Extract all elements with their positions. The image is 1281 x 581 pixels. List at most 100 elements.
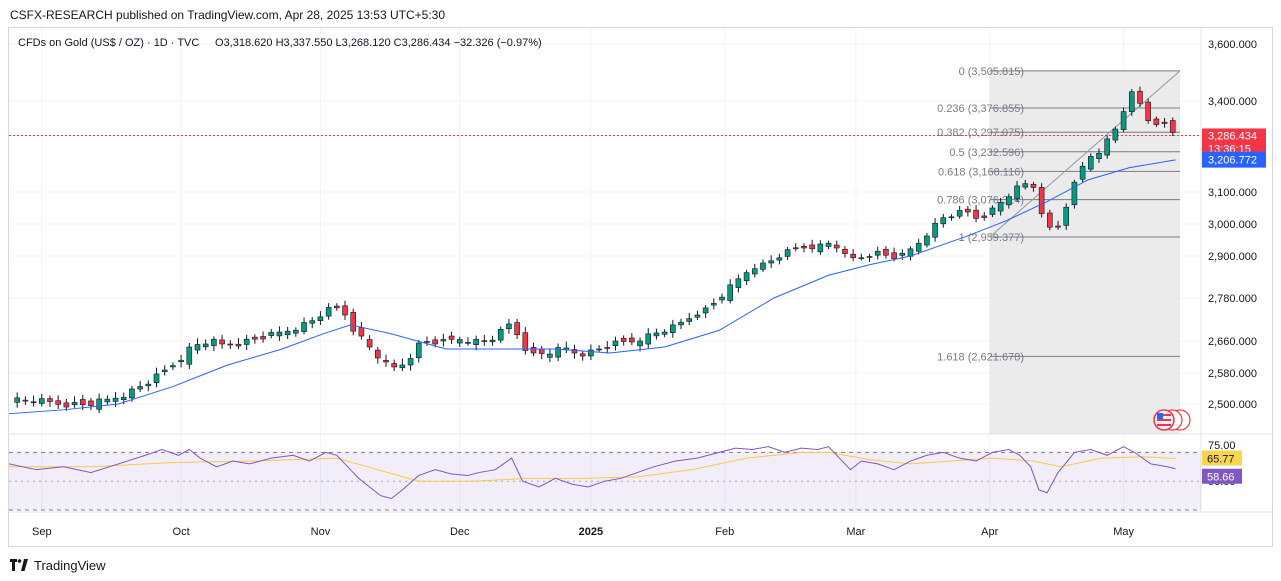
candle-body bbox=[874, 250, 881, 256]
fib-level-label: 0.236 (3,376.855) bbox=[937, 103, 1024, 115]
fib-level-label: 0.382 (3,297.075) bbox=[937, 127, 1024, 139]
candle-body bbox=[112, 397, 119, 402]
us-flag-icon[interactable] bbox=[1153, 409, 1191, 431]
fib-level-label: 0 (3,505.815) bbox=[959, 66, 1024, 78]
x-tick-label: Dec bbox=[450, 526, 470, 538]
candle-body bbox=[71, 402, 78, 406]
candle-body bbox=[1128, 91, 1135, 112]
tradingview-logo-icon bbox=[10, 559, 28, 571]
chart-frame bbox=[8, 27, 1273, 547]
candle-body bbox=[1047, 212, 1053, 228]
candle-body bbox=[129, 388, 135, 399]
ohlc-legend: O3,318.620 H3,337.550 L3,268.120 C3,286.… bbox=[215, 37, 542, 49]
y-tick-label: 3,600.000 bbox=[1208, 39, 1257, 51]
candle-body bbox=[120, 396, 127, 400]
candle-body bbox=[596, 348, 602, 351]
candle-body bbox=[227, 343, 234, 346]
candle-body bbox=[883, 249, 889, 256]
candle-body bbox=[1112, 128, 1119, 141]
candle-body bbox=[481, 340, 488, 342]
candle-body bbox=[956, 210, 963, 217]
candle-body bbox=[194, 344, 201, 351]
candle-body bbox=[506, 323, 512, 329]
y-tick-label: 2,500.000 bbox=[1208, 399, 1257, 411]
candle-body bbox=[719, 296, 725, 301]
y-tick-label: 2,580.000 bbox=[1208, 368, 1257, 380]
candle-body bbox=[915, 242, 922, 252]
candle-body bbox=[1071, 181, 1078, 206]
candle-body bbox=[1022, 183, 1029, 188]
candle-body bbox=[235, 343, 242, 347]
candle-body bbox=[702, 307, 709, 314]
candle-body bbox=[202, 343, 209, 348]
candle-body bbox=[391, 363, 397, 368]
candle-body bbox=[366, 339, 373, 348]
candle-body bbox=[792, 247, 799, 250]
candle-body bbox=[530, 347, 537, 354]
candle-body bbox=[555, 347, 561, 358]
candle-body bbox=[604, 347, 611, 349]
candle-body bbox=[14, 397, 20, 403]
candle-body bbox=[252, 336, 258, 340]
candle-body bbox=[1145, 101, 1151, 122]
candle-body bbox=[538, 348, 545, 354]
y-tick-label: 3,100.000 bbox=[1208, 187, 1257, 199]
candle-body bbox=[686, 318, 693, 322]
candle-body bbox=[243, 338, 250, 345]
candle-body bbox=[899, 252, 906, 256]
candle-body bbox=[448, 335, 455, 340]
candle-body bbox=[374, 349, 381, 359]
candle-body bbox=[440, 339, 447, 342]
candle-body bbox=[997, 202, 1004, 212]
candle-body bbox=[694, 314, 701, 318]
candle-body bbox=[317, 316, 324, 321]
x-tick-label: May bbox=[1113, 526, 1134, 538]
candle-body bbox=[79, 399, 86, 405]
candle-body bbox=[645, 333, 652, 345]
symbol-title: CFDs on Gold (US$ / OZ) · 1D · TVC bbox=[18, 37, 199, 49]
candle-body bbox=[1153, 118, 1160, 125]
candle-body bbox=[760, 262, 766, 270]
candle-body bbox=[989, 207, 996, 215]
candle-body bbox=[833, 244, 840, 249]
x-tick-label: Nov bbox=[311, 526, 331, 538]
candle-body bbox=[1137, 90, 1143, 104]
candle-body bbox=[776, 257, 783, 261]
candle-body bbox=[948, 216, 955, 219]
y-tick-label: 2,900.000 bbox=[1208, 251, 1257, 263]
candle-body bbox=[637, 340, 643, 347]
candle-body bbox=[424, 341, 430, 343]
candle-body bbox=[325, 307, 332, 317]
publisher-line: CSFX-RESEARCH published on TradingView.c… bbox=[10, 8, 446, 22]
fibonacci-zone bbox=[989, 70, 1180, 435]
candle-body bbox=[514, 322, 520, 336]
candle-body bbox=[1063, 206, 1070, 226]
candle-body bbox=[809, 244, 815, 250]
candle-body bbox=[186, 346, 193, 365]
candle-body bbox=[932, 222, 938, 238]
candle-body bbox=[309, 320, 316, 324]
candle-body bbox=[497, 329, 504, 341]
candle-body bbox=[55, 400, 61, 405]
candle-body bbox=[825, 242, 832, 247]
svg-text:3,286.434: 3,286.434 bbox=[1208, 130, 1257, 142]
y-tick-label: 3,000.000 bbox=[1208, 219, 1257, 231]
candle-body bbox=[383, 360, 389, 363]
candle-body bbox=[350, 311, 357, 332]
candle-body bbox=[1038, 187, 1045, 214]
candle-body bbox=[276, 331, 283, 337]
candle-body bbox=[751, 268, 758, 275]
candle-body bbox=[768, 260, 774, 264]
moving-average-line bbox=[8, 159, 1176, 415]
candle-body bbox=[579, 353, 586, 357]
candle-body bbox=[211, 338, 217, 346]
candle-body bbox=[973, 209, 979, 219]
candle-body bbox=[407, 358, 414, 366]
footer-brand[interactable]: TradingView bbox=[10, 555, 106, 575]
svg-text:3,206.772: 3,206.772 bbox=[1208, 155, 1257, 167]
candle-body bbox=[817, 243, 824, 253]
ma-value-tag: 3,206.772 bbox=[1202, 151, 1266, 168]
candle-body bbox=[473, 338, 479, 346]
rsi-ma-line bbox=[9, 451, 1176, 482]
